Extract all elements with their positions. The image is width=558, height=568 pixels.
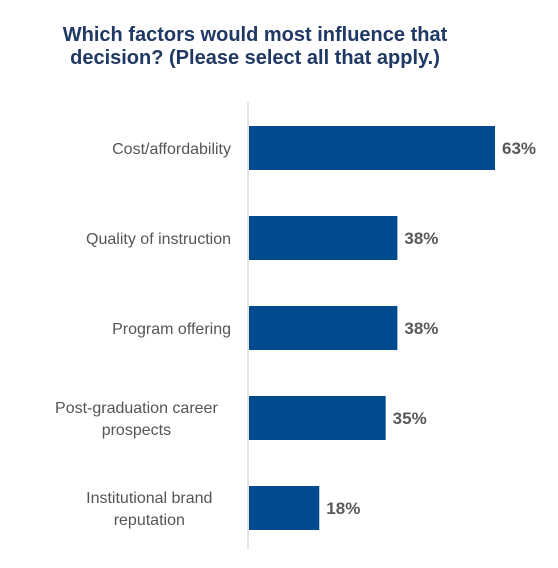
value-label-4: 18% [326, 499, 360, 518]
bar-1 [249, 216, 398, 260]
bar-2 [249, 306, 398, 350]
category-label-4-line-0: Institutional brand [86, 490, 212, 507]
value-label-1: 38% [404, 229, 438, 248]
category-label-3-line-1: prospects [102, 422, 171, 439]
bar-3 [249, 396, 386, 440]
chart-title-line-2: decision? (Please select all that apply.… [70, 47, 440, 69]
category-label-3-line-0: Post-graduation career [55, 400, 218, 417]
chart-title: Which factors would most influence that … [0, 24, 510, 70]
value-label-2: 38% [404, 319, 438, 338]
category-label-0: Cost/affordability [112, 141, 231, 158]
category-label-1: Quality of instruction [86, 231, 231, 248]
chart-title-line-1: Which factors would most influence that [62, 24, 448, 46]
category-label-2: Program offering [112, 321, 231, 338]
category-label-4-line-1: reputation [114, 512, 185, 529]
value-label-0: 63% [502, 139, 536, 158]
bar-4 [249, 486, 320, 530]
value-label-3: 35% [393, 409, 427, 428]
bar-0 [249, 126, 495, 170]
